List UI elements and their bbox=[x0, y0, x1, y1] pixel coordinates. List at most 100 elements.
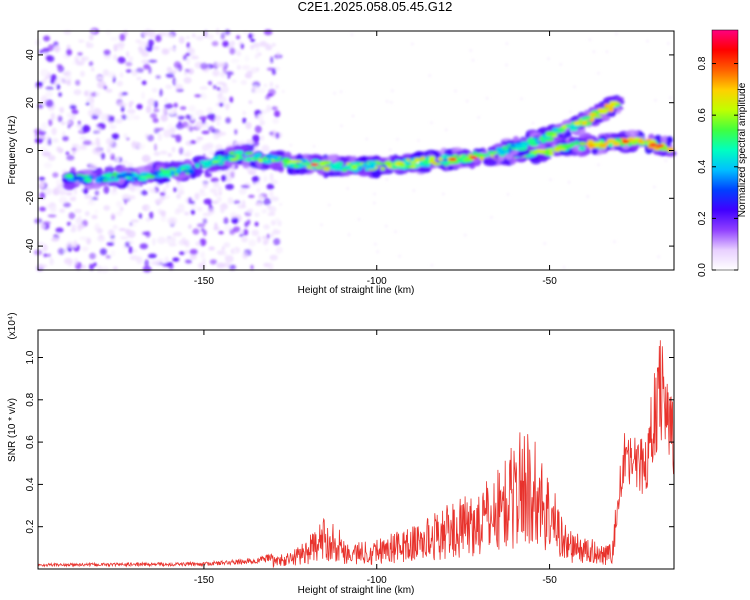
spectrogram-blob bbox=[80, 70, 85, 77]
spectrogram-blob bbox=[177, 203, 185, 210]
spectrogram-blob bbox=[172, 257, 180, 262]
colorbar: 0.0 0.2 0.4 0.6 0.8 Normalized spectral ampl… bbox=[697, 29, 748, 277]
spectrogram-blob bbox=[169, 109, 175, 115]
spectrogram-blob bbox=[196, 136, 204, 141]
spectrogram-blob bbox=[229, 47, 236, 55]
spectrogram-blob bbox=[412, 189, 416, 193]
spectrogram-blob bbox=[110, 142, 119, 150]
spectrogram-blob bbox=[180, 106, 187, 110]
spectrogram-blob bbox=[141, 154, 151, 163]
colorbar-tick-label: 0.8 bbox=[697, 56, 708, 70]
spectrogram-blob bbox=[373, 242, 377, 246]
spectrogram-blob bbox=[221, 246, 225, 251]
spectrogram-blob bbox=[271, 43, 276, 47]
snr-x-ticks: -150 -100 -50 bbox=[194, 330, 557, 586]
spectrogram-blob bbox=[669, 96, 672, 100]
spectrogram-blob bbox=[87, 42, 94, 49]
spectrogram-blob bbox=[67, 173, 73, 178]
spectrogram-blob bbox=[52, 138, 59, 143]
spectrogram-blob bbox=[588, 38, 592, 42]
spectrogram-blob bbox=[192, 33, 196, 38]
spectrogram-blob bbox=[654, 98, 657, 102]
spectrogram-blob bbox=[99, 248, 107, 256]
spectrogram-blob bbox=[625, 129, 639, 138]
spectrogram-blob bbox=[51, 237, 60, 242]
spectrogram-blob bbox=[195, 241, 202, 246]
spectrogram-blob bbox=[126, 108, 136, 114]
spectrogram-blob bbox=[614, 32, 618, 36]
spectrogram-blob bbox=[218, 230, 224, 235]
spectrogram-hotspot bbox=[621, 140, 630, 144]
spectrogram-blob bbox=[42, 47, 50, 53]
spectrogram-blob bbox=[89, 263, 95, 271]
spectrogram-blob bbox=[198, 262, 207, 270]
spectrogram-blob bbox=[547, 57, 550, 61]
spectrogram-blob bbox=[119, 72, 124, 78]
spectrogram-blob bbox=[164, 103, 174, 110]
spectrogram-blob bbox=[45, 99, 54, 108]
spectrogram-blob bbox=[151, 87, 158, 93]
spectrogram-blob bbox=[123, 133, 128, 139]
spectrogram-blob bbox=[47, 253, 51, 258]
spectrogram-y-tick-label: -40 bbox=[25, 238, 36, 253]
spectrogram-blob bbox=[587, 143, 596, 149]
spectrogram-blob bbox=[527, 138, 536, 144]
spectrogram-blob bbox=[65, 151, 70, 155]
spectrogram-blob bbox=[553, 147, 562, 153]
spectrogram-blob bbox=[137, 177, 148, 182]
spectrogram-blob bbox=[274, 158, 280, 162]
spectrogram-blob bbox=[583, 116, 592, 120]
spectrogram-blob bbox=[131, 182, 143, 187]
spectrogram-blob bbox=[97, 235, 106, 242]
spectrogram-blob bbox=[38, 176, 46, 181]
spectrogram-blob bbox=[189, 126, 194, 132]
spectrogram-blob bbox=[242, 65, 251, 70]
spectrogram-blob bbox=[42, 244, 48, 252]
spectrogram-blob bbox=[188, 105, 196, 113]
spectrogram-blob bbox=[142, 231, 150, 235]
spectrogram-blob bbox=[124, 172, 134, 177]
spectrogram-blob bbox=[454, 89, 457, 93]
spectrogram-blob bbox=[186, 151, 190, 158]
spectrogram-blob bbox=[198, 115, 208, 121]
spectrogram-blob bbox=[216, 81, 226, 85]
spectrogram-blob bbox=[66, 48, 73, 56]
spectrogram-blob bbox=[139, 243, 148, 250]
spectrogram-blob bbox=[266, 183, 275, 190]
spectrogram-blob bbox=[219, 89, 224, 96]
spectrogram-blob bbox=[444, 128, 448, 132]
spectrogram-blob bbox=[529, 142, 539, 147]
spectrogram-blob bbox=[250, 67, 258, 74]
spectrogram-blob bbox=[242, 110, 247, 116]
spectrogram-blob bbox=[77, 52, 83, 56]
spectrogram-blob bbox=[176, 184, 185, 192]
spectrogram-blob bbox=[344, 164, 352, 168]
spectrogram-blob bbox=[171, 146, 176, 153]
spectrogram-blob bbox=[342, 168, 348, 172]
spectrogram-blob bbox=[163, 129, 172, 138]
spectrogram-blob bbox=[254, 53, 259, 60]
spectrogram-blob bbox=[35, 264, 45, 269]
spectrogram-blob bbox=[109, 124, 117, 130]
spectrogram-blob bbox=[110, 212, 116, 220]
spectrogram-blob bbox=[106, 178, 116, 182]
spectrogram-blob bbox=[113, 54, 118, 61]
spectrogram-blob bbox=[63, 202, 71, 208]
spectrogram-blob bbox=[183, 54, 188, 61]
spectrogram-blob bbox=[96, 76, 104, 80]
spectrogram-blob bbox=[222, 40, 230, 48]
spectrogram-blob bbox=[144, 259, 150, 268]
spectrogram-blob bbox=[261, 144, 270, 153]
spectrogram-blob bbox=[142, 265, 152, 273]
spectrogram-blob bbox=[91, 214, 98, 220]
spectrogram-blob bbox=[159, 88, 163, 97]
spectrogram-blob bbox=[328, 171, 335, 177]
spectrogram-blob bbox=[51, 127, 57, 136]
snr-y-tick-label: 0.8 bbox=[25, 392, 36, 406]
spectrogram-blob bbox=[58, 190, 67, 196]
spectrogram-blob bbox=[148, 253, 157, 259]
spectrogram-blob bbox=[266, 233, 271, 239]
spectrogram-blob bbox=[619, 143, 626, 147]
spectrogram-blob bbox=[176, 193, 181, 199]
spectrogram-blob bbox=[569, 110, 572, 114]
